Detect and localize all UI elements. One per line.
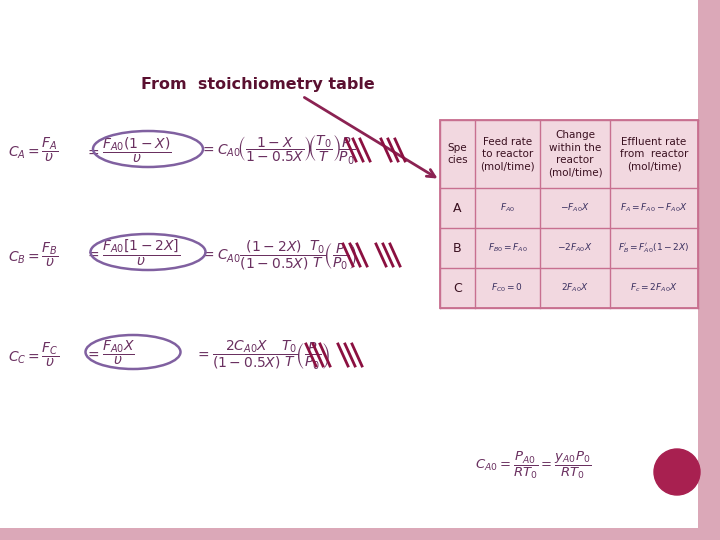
Bar <box>440 120 698 308</box>
Text: Feed rate
to reactor
(mol/time): Feed rate to reactor (mol/time) <box>480 137 535 171</box>
Text: $C_A = \dfrac{F_A}{\upsilon}$: $C_A = \dfrac{F_A}{\upsilon}$ <box>8 136 59 164</box>
Text: $C_B = \dfrac{F_B}{\upsilon}$: $C_B = \dfrac{F_B}{\upsilon}$ <box>8 241 59 269</box>
Text: From  stoichiometry table: From stoichiometry table <box>141 78 375 92</box>
Text: $= \dfrac{F_{A0}(1-X)}{\upsilon}$: $= \dfrac{F_{A0}(1-X)}{\upsilon}$ <box>85 135 171 165</box>
Bar <box>0 528 720 540</box>
Text: $= \dfrac{F_{A0}X}{\upsilon}$: $= \dfrac{F_{A0}X}{\upsilon}$ <box>85 339 135 367</box>
Text: $2F_{A0}X$: $2F_{A0}X$ <box>561 282 589 294</box>
Text: $= C_{A0}\!\left(\dfrac{1-X}{1-0.5X}\right)\!\!\left(\dfrac{T_0}{T}\right)\!\dfr: $= C_{A0}\!\left(\dfrac{1-X}{1-0.5X}\rig… <box>200 133 356 166</box>
Text: $F_B^{\prime}=F_{A0}^{\prime}(1-2X)$: $F_B^{\prime}=F_{A0}^{\prime}(1-2X)$ <box>618 241 690 255</box>
Text: Change
within the
reactor
(mol/time): Change within the reactor (mol/time) <box>548 130 603 178</box>
Bar <box>698 0 720 540</box>
Text: $F_{C0}=0$: $F_{C0}=0$ <box>492 282 523 294</box>
Text: C: C <box>453 281 462 294</box>
Circle shape <box>654 449 700 495</box>
Text: $= C_{A0}\dfrac{(1-2X)}{(1-0.5X)}\dfrac{T_0}{T}\!\left(\dfrac{P}{P_0}\right)$: $= C_{A0}\dfrac{(1-2X)}{(1-0.5X)}\dfrac{… <box>200 238 358 272</box>
Text: $-2F_{A0}X$: $-2F_{A0}X$ <box>557 242 593 254</box>
Text: Effluent rate
from  reactor
(mol/time): Effluent rate from reactor (mol/time) <box>620 137 688 171</box>
Text: Spe
cies: Spe cies <box>447 143 468 165</box>
Text: $= \dfrac{F_{A0}[1-2X]}{\upsilon}$: $= \dfrac{F_{A0}[1-2X]}{\upsilon}$ <box>85 238 180 268</box>
Text: $C_C = \dfrac{F_C}{\upsilon}$: $C_C = \dfrac{F_C}{\upsilon}$ <box>8 341 59 369</box>
Text: $C_{A0} = \dfrac{P_{A0}}{RT_0} = \dfrac{y_{A0}P_0}{RT_0}$: $C_{A0} = \dfrac{P_{A0}}{RT_0} = \dfrac{… <box>475 449 591 481</box>
Text: $-F_{A0}X$: $-F_{A0}X$ <box>560 202 590 214</box>
Text: $= \dfrac{2C_{A0}X}{(1-0.5X)}\dfrac{T_0}{T}\!\left(\dfrac{P}{P_0}\right)$: $= \dfrac{2C_{A0}X}{(1-0.5X)}\dfrac{T_0}… <box>195 339 330 372</box>
Text: B: B <box>453 241 462 254</box>
Text: $F_A = F_{A0} - F_{A0}X$: $F_A = F_{A0} - F_{A0}X$ <box>620 202 688 214</box>
Text: $F_{A0}$: $F_{A0}$ <box>500 202 515 214</box>
FancyArrowPatch shape <box>305 97 435 177</box>
Text: A: A <box>454 201 462 214</box>
Text: $F_c=2F_{A0}X$: $F_c=2F_{A0}X$ <box>630 282 678 294</box>
Text: $F_{B0}=F_{A0}$: $F_{B0}=F_{A0}$ <box>487 242 528 254</box>
